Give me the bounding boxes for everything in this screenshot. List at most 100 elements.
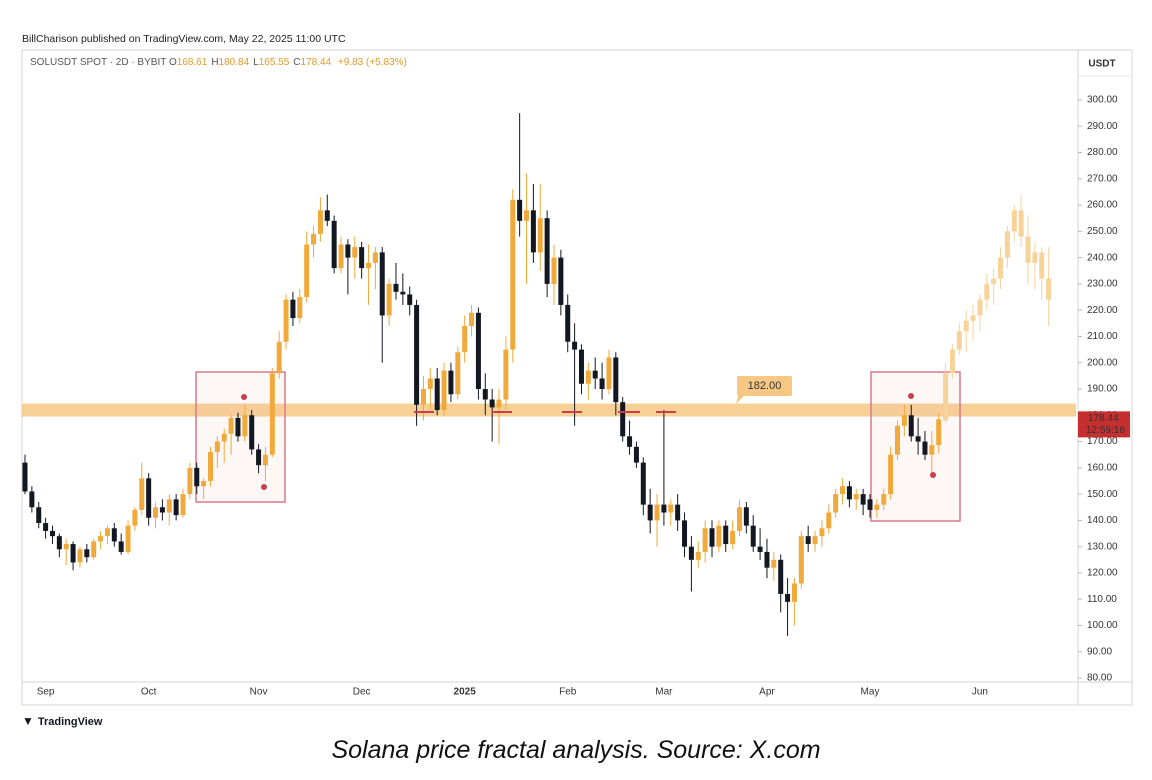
candle-body [338,244,344,269]
y-tick-label: 90.00 [1087,646,1112,657]
brand: ▼ TradingView [22,714,103,728]
last-price-box [1078,411,1130,438]
candle-body [276,341,282,374]
y-tick-label: 260.00 [1087,200,1118,211]
y-tick-label: 140.00 [1087,515,1118,526]
candle-body [441,370,447,411]
candle-body [647,504,653,521]
y-tick-label: 150.00 [1087,489,1118,500]
y-tick-label: 210.00 [1087,331,1118,342]
caption: Solana price fractal analysis. Source: X… [331,736,821,764]
level-label-pointer [736,396,744,405]
candle-body [386,283,392,316]
candle-body [805,536,811,545]
candle-body [407,294,413,305]
candle-body [77,549,83,563]
y-tick-label: 190.00 [1087,384,1118,395]
y-tick-label: 230.00 [1087,279,1118,290]
countdown-label: 12:59:16 [1086,425,1125,436]
candle-body [56,536,62,550]
candle-body [901,415,907,426]
candle-body [867,499,873,510]
candle-body [963,320,969,332]
candle-body [1039,252,1045,279]
y-tick-label: 290.00 [1087,121,1118,132]
candle-body [565,304,571,342]
candle-body [249,415,255,450]
y-tick-label: 170.00 [1087,436,1118,447]
x-tick-label: Oct [141,687,157,698]
candle-body [675,504,681,521]
candle-body [29,491,35,508]
candle-body [654,504,660,521]
y-tick-label: 270.00 [1087,173,1118,184]
candle-body [159,507,165,513]
candle-body [1004,231,1010,258]
x-tick-label: Dec [353,687,371,698]
candle-body [860,494,866,505]
candle-body [104,528,110,537]
candle-body [489,399,495,408]
candle-body [256,449,262,466]
candle-body [331,220,337,269]
level-label-box [737,376,792,396]
candle-body [1018,210,1024,237]
legend-key: H [211,57,219,68]
candle-body [613,357,619,403]
candle-body [723,525,729,545]
x-tick-label: Sep [37,687,55,698]
candle-body [1032,252,1038,263]
candle-body [63,544,69,550]
candle-body [180,494,186,516]
candle-body [49,530,55,537]
candle-body [1046,278,1052,300]
brand-name: TradingView [37,716,103,728]
y-tick-label: 110.00 [1087,594,1117,605]
candle-body [139,478,145,510]
candle-body [153,507,159,518]
candle-body [798,536,804,584]
candle-body [874,504,880,510]
candle-body [214,441,220,453]
legend-value: 178.44 [300,57,332,68]
candle-body [510,199,516,350]
candle-body [43,523,49,531]
legend-key: C [293,57,301,68]
candle-body [201,480,207,487]
candle-body [764,551,770,568]
candle-body [173,499,179,516]
candle-body [427,378,433,390]
candle-body [840,486,846,495]
candle-body [606,357,612,390]
legend-key: O [168,57,177,68]
y-tick-label: 300.00 [1087,95,1118,106]
candle-body [269,373,275,455]
last-price-label: 178.44 [1088,413,1119,424]
y-tick-label: 100.00 [1087,620,1118,631]
y-tick-label: 160.00 [1087,462,1118,473]
candle-body [242,415,248,437]
y-tick-label: 130.00 [1087,541,1118,552]
y-tick-label: 280.00 [1087,147,1118,158]
legend-key: L [253,57,259,68]
x-tick-label: Apr [759,687,775,698]
y-tick-label: 220.00 [1087,305,1118,316]
x-tick-label: Mar [655,687,673,698]
candle-body [297,297,303,319]
candle-body [757,546,763,552]
candle-body [702,528,708,552]
legend-value: 168.61 [176,57,208,68]
candle-body [475,312,481,390]
candle-body [688,546,694,560]
candle-body [22,462,28,492]
candle-body [420,389,426,405]
y-tick-label: 240.00 [1087,252,1118,263]
candle-body [750,525,756,547]
x-tick-label: 2025 [454,687,477,698]
candle-body [311,233,317,245]
candle-body [207,452,213,481]
candle-body [537,218,543,253]
y-tick-label: 120.00 [1087,568,1118,579]
candle-body [640,462,646,505]
candle-body [881,494,887,505]
